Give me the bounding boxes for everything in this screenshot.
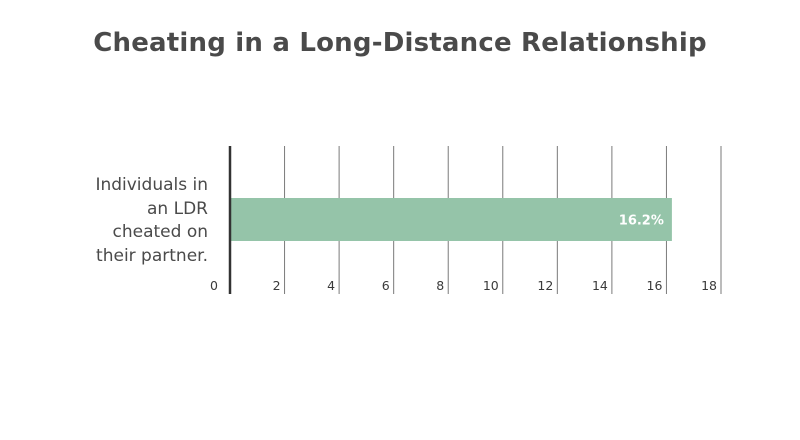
category-label-line: Individuals in [95, 175, 208, 195]
bars: 16.2% [230, 198, 672, 241]
bar [230, 198, 672, 241]
category-label-line: their partner. [96, 245, 208, 266]
category-label-line: an LDR [147, 198, 208, 219]
x-tick-label: 12 [537, 278, 553, 293]
x-tick-label: 6 [382, 278, 390, 293]
x-tick-label: 4 [327, 278, 335, 293]
x-tick-label: 14 [592, 278, 608, 293]
x-tick-label: 18 [701, 278, 717, 293]
category-label: Individuals in an LDR cheated on their p… [8, 174, 208, 268]
x-tick-labels: 0 2 4 6 8 10 12 14 16 18 [210, 278, 717, 293]
x-tick-label: 16 [647, 278, 663, 293]
x-tick-label: 8 [436, 278, 444, 293]
category-label-line: cheated on [112, 222, 209, 242]
x-tick-label: 2 [273, 278, 281, 293]
x-tick-label: 10 [483, 278, 499, 293]
chart-title: Cheating in a Long-Distance Relationship [93, 28, 707, 58]
x-tick-label: 0 [210, 278, 218, 293]
data-label: 16.2% [619, 214, 664, 229]
